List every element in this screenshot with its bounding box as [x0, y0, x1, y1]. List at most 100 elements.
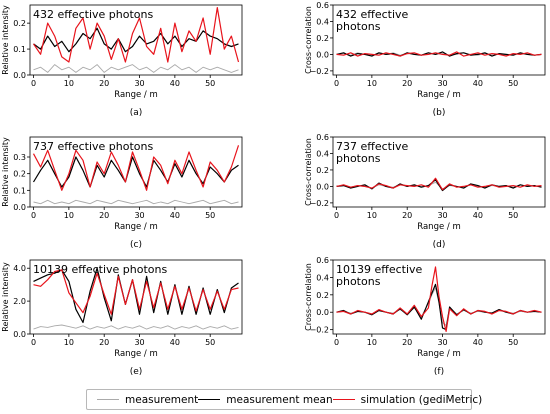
legend-swatch-measurement-mean — [198, 399, 221, 400]
y-axis-label: Cross-correlation — [304, 138, 313, 206]
x-tick-label: 10 — [367, 338, 377, 347]
y-tick-label: −0.2 — [310, 67, 329, 76]
y-tick-label: 0.1 — [13, 45, 26, 54]
x-tick-label: 40 — [473, 338, 483, 347]
panel-title-line-2: photons — [336, 152, 381, 165]
y-tick-label: 0.2 — [316, 291, 329, 300]
series-line-0 — [33, 324, 239, 330]
y-tick-label: 0.0 — [13, 203, 26, 212]
x-tick-label: 10 — [64, 79, 74, 88]
y-axis-label: Relative intensity — [1, 262, 10, 332]
panel-3: 0 10 20 30 40 50 −0.2 0.0 0.2 0.4 0.6 Range / m Cros… — [304, 133, 546, 250]
panel-0: 0 10 20 30 40 50 0.0 0.1 0.2 Range / m Relative in… — [1, 4, 243, 118]
x-tick-label: 0 — [334, 338, 339, 347]
panel-title-line-1: 432 effective — [336, 8, 409, 21]
legend-swatch-simulation — [332, 399, 355, 400]
legend-label-simulation: simulation (gediMetric) — [360, 393, 483, 406]
legend-item-measurement: measurement — [97, 394, 198, 406]
y-tick-label: 0.3 — [13, 153, 26, 162]
x-axis-label: Range / m — [114, 90, 158, 100]
panel-title: 10139 effective photons — [33, 263, 167, 276]
x-axis-label: Range / m — [417, 90, 461, 100]
x-tick-label: 30 — [437, 211, 447, 220]
x-tick-label: 50 — [205, 338, 215, 347]
x-tick-label: 30 — [134, 338, 144, 347]
plot-frame — [332, 4, 546, 76]
x-tick-label: 50 — [205, 211, 215, 220]
series-line-2 — [33, 6, 240, 63]
x-tick-label: 30 — [437, 338, 447, 347]
x-tick-label: 20 — [402, 79, 412, 88]
plot-frame — [29, 259, 243, 335]
y-tick-label: 0.0 — [13, 330, 26, 339]
x-tick-label: 0 — [31, 338, 36, 347]
y-tick-label: 0.0 — [316, 308, 329, 317]
panel-caption: (d) — [433, 240, 446, 250]
series-line-0 — [33, 199, 239, 205]
y-tick-label: 2.0 — [13, 297, 26, 306]
x-tick-label: 40 — [170, 211, 180, 220]
series-line-2 — [33, 269, 239, 315]
panel-caption: (b) — [433, 108, 446, 118]
panel-title-line-2: photons — [336, 20, 381, 33]
legend-item-measurement-mean: measurement mean — [198, 393, 333, 406]
panel-title-line-1: 10139 effective — [336, 263, 423, 276]
panel-title: 737 effective photons — [336, 140, 409, 165]
panel-2: 0 10 20 30 40 50 0.0 0.1 0.2 0.3 Range / m Relative… — [1, 136, 243, 250]
x-tick-label: 20 — [402, 211, 412, 220]
plot-frame — [29, 4, 243, 76]
x-axis-label: Range / m — [114, 222, 158, 232]
series-line-1 — [33, 27, 239, 53]
y-tick-label: −0.2 — [310, 199, 329, 208]
x-tick-label: 20 — [99, 211, 109, 220]
y-tick-label: 0.6 — [316, 133, 329, 142]
x-axis-label: Range / m — [417, 349, 461, 359]
legend: measurement measurement mean simulation … — [86, 389, 482, 410]
x-tick-label: 0 — [31, 211, 36, 220]
y-tick-label: 0.2 — [13, 19, 26, 28]
y-tick-label: −0.2 — [310, 326, 329, 335]
y-tick-label: 0.4 — [316, 149, 329, 158]
y-tick-label: 0.6 — [316, 1, 329, 10]
legend-label-measurement-mean: measurement mean — [226, 393, 333, 406]
x-tick-label: 0 — [334, 79, 339, 88]
x-tick-label: 30 — [134, 79, 144, 88]
panel-4: 0 10 20 30 40 50 0.0 2.0 4.0 Range / m Relative in… — [1, 259, 243, 377]
plot-frame — [332, 136, 546, 208]
x-tick-label: 50 — [508, 79, 518, 88]
plot-frame — [29, 136, 243, 208]
x-tick-label: 40 — [170, 338, 180, 347]
series-line-0 — [33, 64, 239, 73]
y-tick-label: 4.0 — [13, 264, 26, 273]
y-tick-label: 0.0 — [13, 71, 26, 80]
plot-frame — [332, 259, 546, 335]
panel-caption: (f) — [434, 367, 444, 377]
series-line-2 — [336, 266, 542, 332]
legend-label-measurement: measurement — [125, 393, 199, 406]
series-line-2 — [336, 177, 542, 191]
x-tick-label: 20 — [99, 79, 109, 88]
x-tick-label: 20 — [99, 338, 109, 347]
y-tick-label: 0.2 — [13, 170, 26, 179]
y-tick-label: 0.6 — [316, 256, 329, 265]
panel-title-line-2: photons — [336, 275, 381, 288]
y-tick-label: 0.1 — [13, 186, 26, 195]
x-tick-label: 40 — [473, 79, 483, 88]
y-tick-label: 0.0 — [316, 50, 329, 59]
legend-swatch-measurement — [97, 399, 119, 400]
y-axis-label: Relative intensity — [1, 5, 10, 75]
panel-title-line-1: 737 effective — [336, 140, 409, 153]
panel-5: 0 10 20 30 40 50 −0.2 0.0 0.2 0.4 0.6 Range / m Cros… — [304, 256, 546, 377]
x-tick-label: 40 — [473, 211, 483, 220]
y-tick-label: 0.2 — [316, 166, 329, 175]
x-tick-label: 10 — [64, 211, 74, 220]
panel-title: 432 effective photons — [33, 8, 153, 21]
y-tick-label: 0.2 — [316, 34, 329, 43]
panel-caption: (c) — [130, 240, 142, 250]
panel-1: 0 10 20 30 40 50 −0.2 0.0 0.2 0.4 0.6 Range / m Cros… — [304, 1, 546, 118]
panel-title: 10139 effective photons — [336, 263, 423, 288]
panel-title: 432 effective photons — [336, 8, 409, 33]
series-line-2 — [32, 145, 240, 191]
x-tick-label: 30 — [134, 211, 144, 220]
